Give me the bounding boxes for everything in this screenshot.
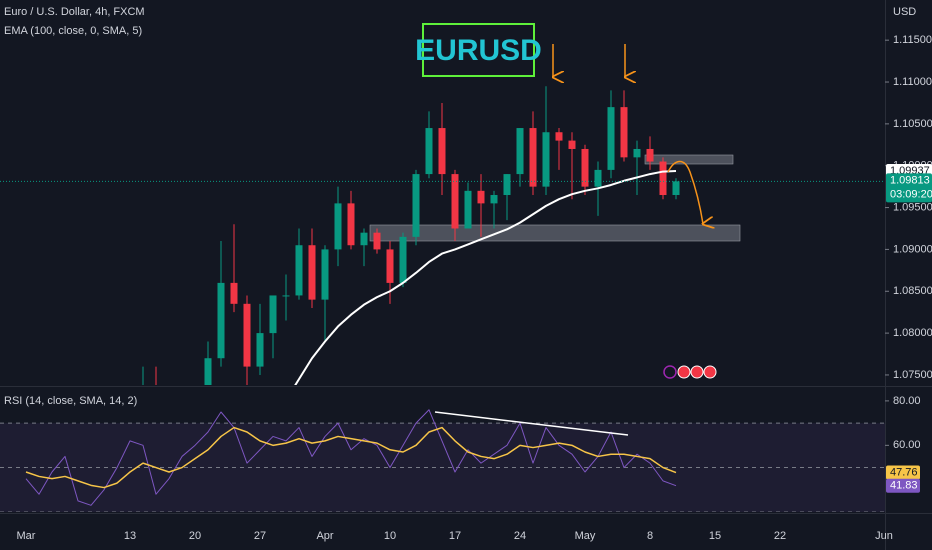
x-tick-label: 17 (449, 530, 461, 542)
x-tick-label: 24 (514, 530, 526, 542)
candle-body (633, 148, 641, 158)
x-tick-label: 27 (254, 530, 266, 542)
icon (690, 365, 704, 379)
candle-body (204, 358, 212, 385)
last-price-box (886, 173, 932, 203)
y-tick-label: 1.10500 (893, 118, 932, 130)
candle-body (672, 181, 680, 196)
candle-body (308, 245, 316, 300)
candle-body (555, 132, 563, 141)
y-tick-label: 1.11000 (893, 76, 932, 88)
rsi-title: RSI (14, close, SMA, 14, 2) (4, 395, 137, 407)
annotation-text: EURUSD (415, 34, 542, 67)
icon (703, 365, 717, 379)
candle-body (659, 161, 667, 196)
candle-body (243, 303, 251, 367)
candle-body (503, 174, 511, 196)
chart-title: Euro / U.S. Dollar, 4h, FXCM (4, 6, 145, 18)
zone (369, 224, 741, 242)
candle-body (282, 295, 290, 297)
candle-body (412, 174, 420, 237)
countdown-label: 03:09:20 (890, 188, 932, 200)
y-tick-label: 1.09500 (893, 201, 932, 213)
icon (663, 365, 677, 379)
candle-body (516, 128, 524, 175)
x-tick-label: Apr (316, 530, 333, 542)
y-tick-label: 1.09000 (893, 243, 932, 255)
candle-body (334, 203, 342, 250)
rsi-line (25, 426, 677, 489)
x-tick-label: Mar (17, 530, 36, 542)
candle-body (542, 132, 550, 187)
candle-body (594, 169, 602, 187)
y-tick-label: 1.08000 (893, 327, 932, 339)
x-tick-label: 10 (384, 530, 396, 542)
rsi-line (25, 409, 677, 506)
y-tick-label: 1.08500 (893, 285, 932, 297)
last-value-box (886, 465, 920, 480)
candle-body (529, 128, 537, 187)
x-tick-label: 8 (647, 530, 653, 542)
x-tick-label: May (575, 530, 596, 542)
zone (644, 154, 734, 165)
candle-body (230, 282, 238, 304)
candle-body (581, 148, 589, 187)
candle-body (373, 232, 381, 250)
candle-body (607, 107, 615, 170)
last-price-label: 1.09813 (890, 174, 930, 186)
candle-body (568, 140, 576, 149)
x-tick-label: 13 (124, 530, 136, 542)
y-tick-label: 1.07500 (893, 369, 932, 381)
candle-body (295, 245, 303, 296)
price-pane (0, 86, 885, 385)
candle-body (464, 190, 472, 229)
annotation-box (422, 23, 535, 77)
x-tick-label: 20 (189, 530, 201, 542)
x-tick-label: 22 (774, 530, 786, 542)
candle-body (620, 107, 628, 158)
rsi-pane (0, 409, 885, 512)
projection-arrow (667, 160, 703, 224)
candle-body (490, 195, 498, 204)
candle-body (360, 232, 368, 246)
icon (677, 365, 691, 379)
candle-body (425, 128, 433, 175)
x-tick-label: 15 (709, 530, 721, 542)
candle-body (386, 249, 394, 283)
y-axis-label: USD (893, 6, 916, 18)
axes: Mar 13 20 27 Apr 10 17 24 May 8 15 22 Jun 1.07500 1.08… (17, 34, 932, 542)
ema-line (294, 169, 677, 385)
divergence-line (434, 411, 629, 436)
candle-body (256, 333, 264, 367)
candle-body (451, 174, 459, 229)
candle-body (646, 148, 654, 162)
y-tick-label: 60.00 (893, 439, 921, 451)
y-tick-label: 80.00 (893, 395, 921, 407)
candle-body (399, 236, 407, 283)
candle-body (438, 128, 446, 175)
candle-body (321, 249, 329, 300)
event-icons (663, 365, 717, 379)
candle-body (347, 203, 355, 246)
candle-body (269, 295, 277, 334)
last-value-label: 47.76 (890, 466, 918, 478)
candle-body (477, 190, 485, 204)
x-tick-label: Jun (875, 530, 893, 542)
indicator-title: EMA (100, close, 0, SMA, 5) (4, 25, 142, 37)
last-value-box (886, 478, 920, 493)
last-value-label: 41.83 (890, 480, 918, 492)
y-tick-label: 1.11500 (893, 34, 932, 46)
candle-body (217, 282, 225, 359)
